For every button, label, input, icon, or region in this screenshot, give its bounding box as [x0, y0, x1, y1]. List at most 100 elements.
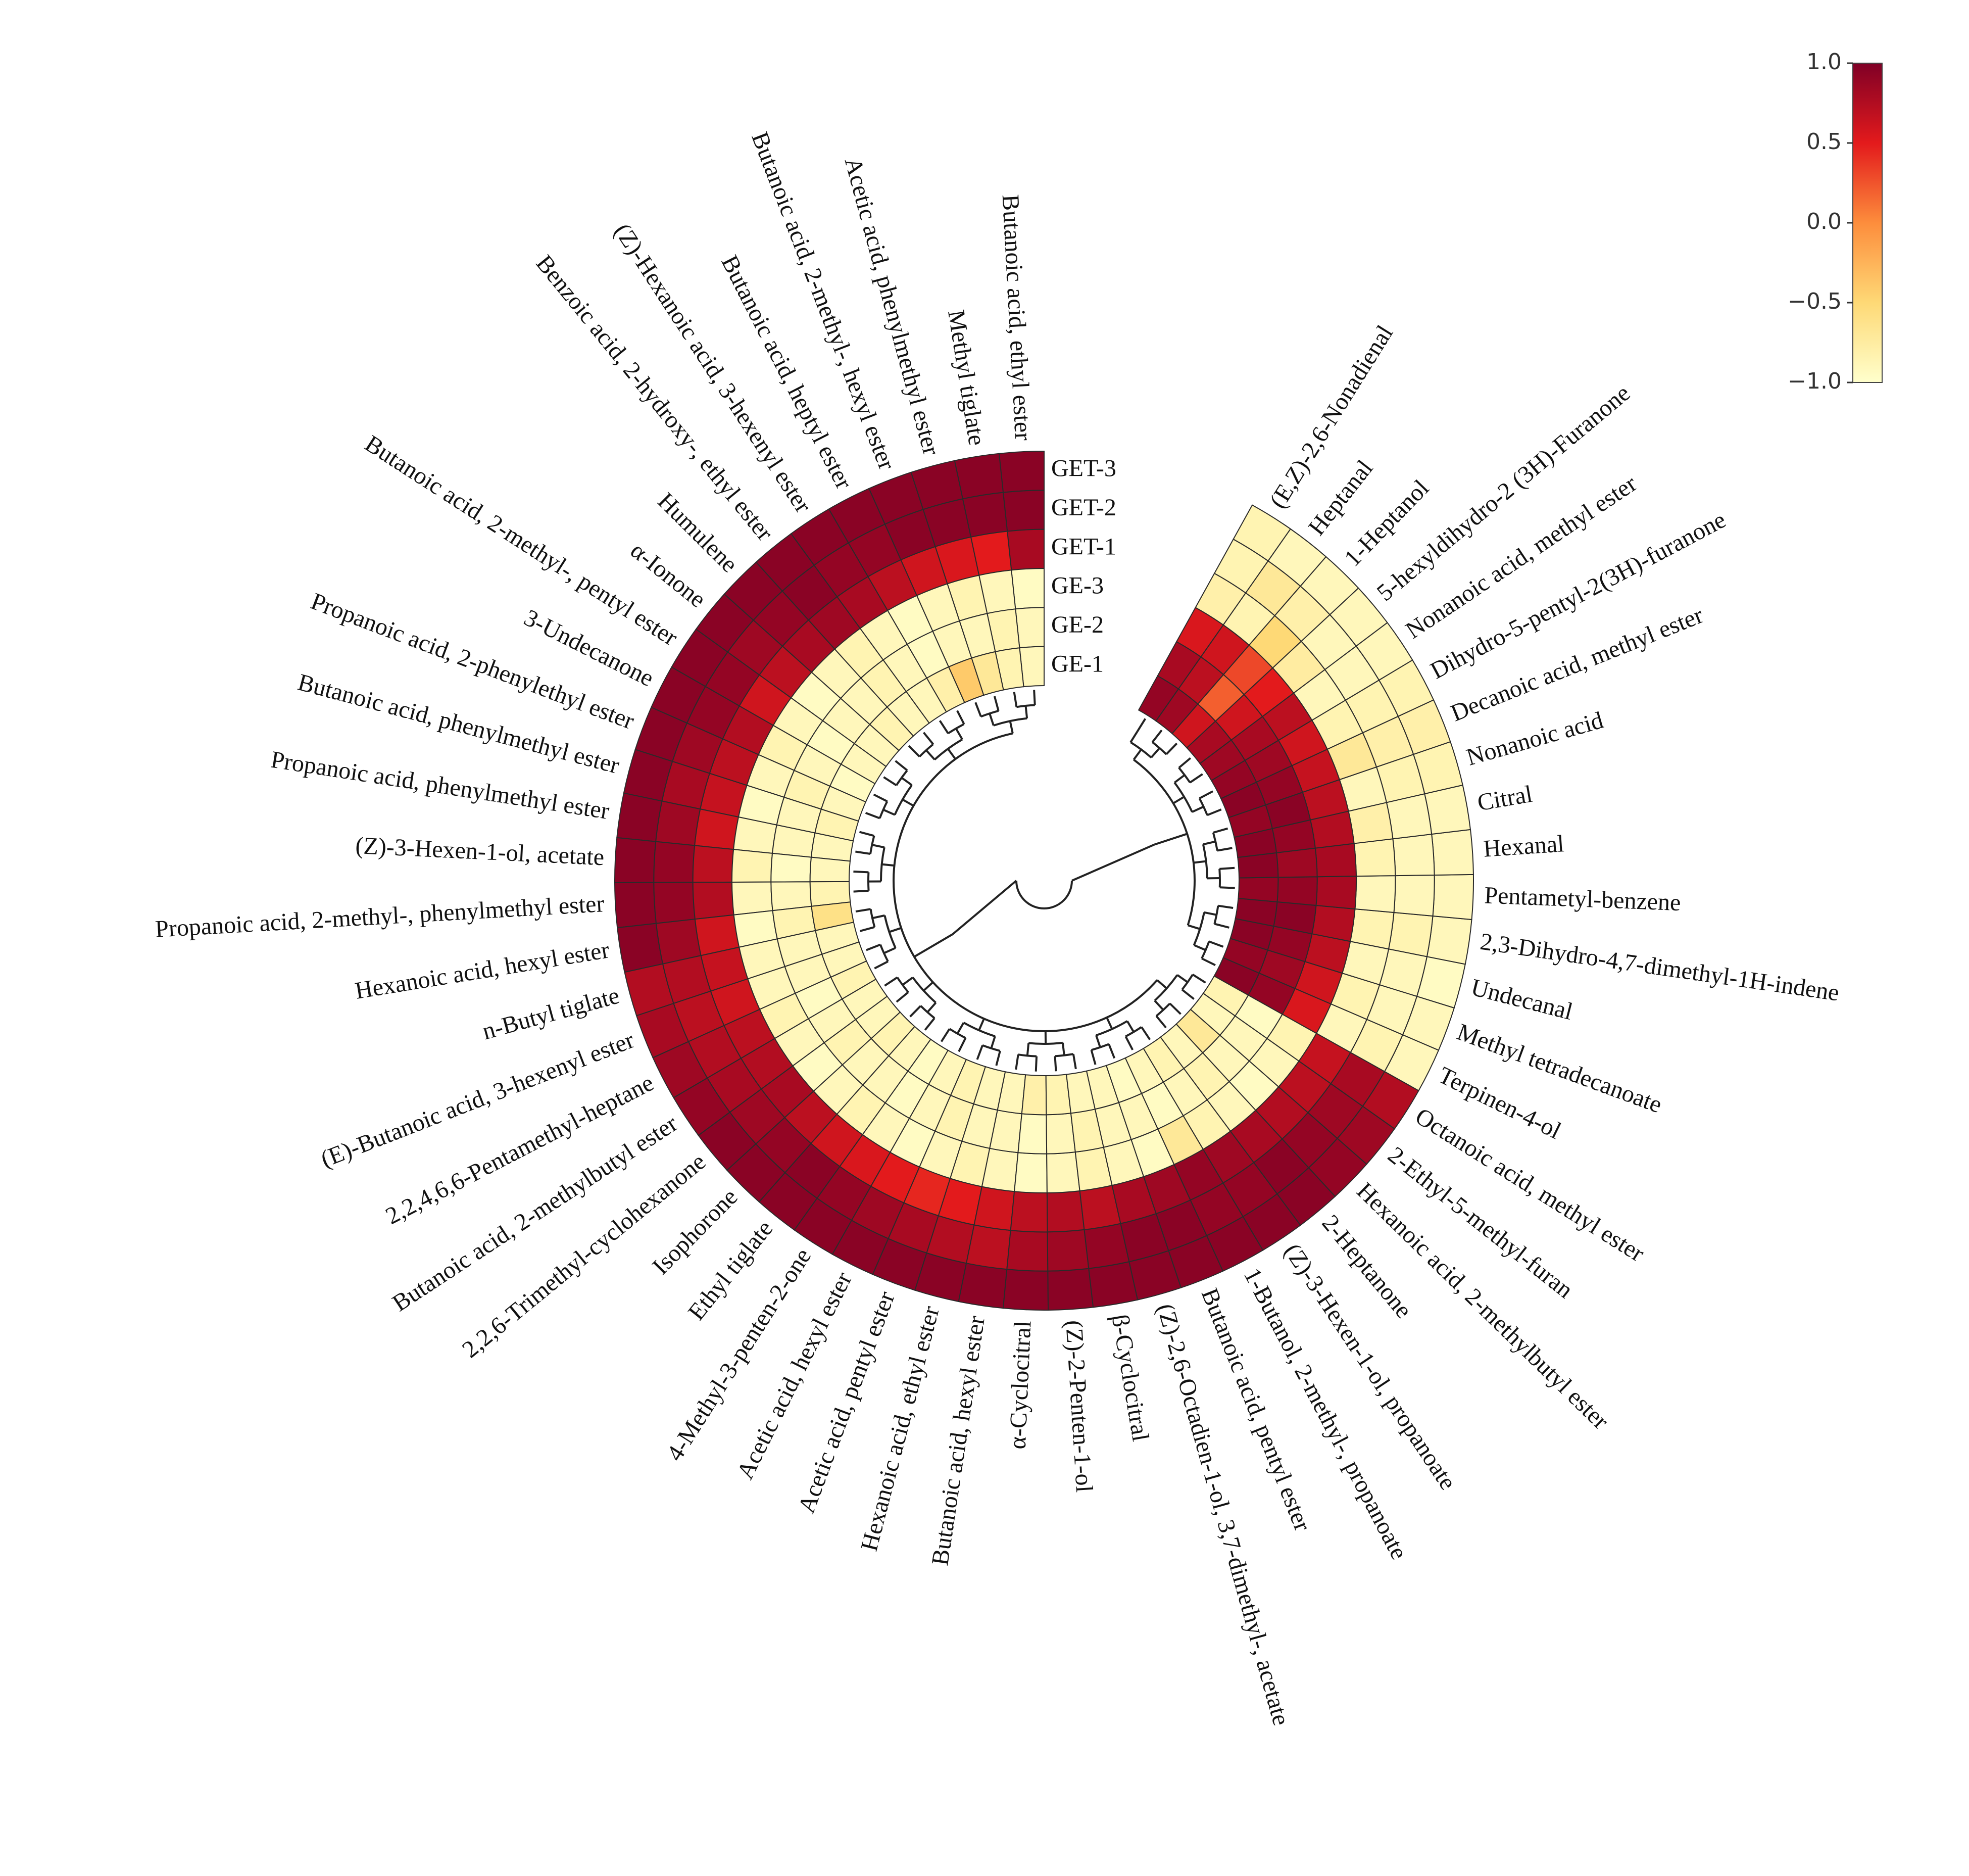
dendrogram-branch	[1107, 1018, 1112, 1029]
dendrogram-branch	[1096, 1035, 1100, 1047]
heatmap-cell	[1046, 1113, 1075, 1153]
heatmap-cell	[1238, 877, 1278, 902]
dendrogram-branch	[896, 761, 907, 771]
category-label: (Z)-3-Hexen-1-ol, acetate	[355, 832, 605, 871]
dendrogram-branch	[1016, 1054, 1018, 1070]
dendrogram-branch	[914, 934, 953, 956]
category-label: Nonanoic acid	[1463, 707, 1606, 771]
heatmap-cell	[966, 1225, 1011, 1269]
heatmap-cell	[1007, 530, 1044, 570]
heatmap-cell	[1047, 1152, 1079, 1193]
dendrogram-branch	[902, 778, 912, 785]
heatmap-cell	[615, 838, 656, 883]
dendrogram-branch	[1170, 1003, 1180, 1014]
heatmap-cell	[732, 849, 772, 882]
category-label: Citral	[1475, 781, 1535, 816]
heatmap-cell	[1011, 1191, 1048, 1232]
dendrogram-branch	[1177, 975, 1188, 982]
row-label: GET-1	[1051, 533, 1116, 560]
heatmap-cell	[999, 451, 1044, 493]
dendrogram-branch	[1156, 1016, 1166, 1028]
dendrogram-branch	[1220, 887, 1235, 888]
heatmap-cell	[1007, 1230, 1048, 1271]
dendrogram-branch	[926, 750, 935, 760]
dendrogram-branch	[1188, 925, 1200, 929]
dendrogram-branch	[924, 733, 933, 744]
dendrogram-branch	[872, 916, 884, 918]
dendrogram-branch	[1219, 868, 1235, 869]
colorbar	[1853, 63, 1882, 382]
heatmap-cell	[1389, 912, 1433, 956]
category-label: (Z)-2,6-Octadien-1-ol, 3,7-dimethyl-, ac…	[1152, 1301, 1295, 1728]
dendrogram-branch	[860, 927, 874, 931]
dendrogram-branch	[923, 982, 932, 991]
category-label: Undecanal	[1468, 974, 1576, 1025]
dendrogram-branch	[1174, 775, 1185, 783]
dendrogram-branch	[883, 810, 895, 815]
dendrogram-branch	[1134, 760, 1195, 926]
dendrogram-branch	[1207, 809, 1221, 815]
dendrogram-branch	[1194, 945, 1206, 950]
colorbar-tick-label: 0.5	[1806, 129, 1842, 155]
dendrogram-branch	[1173, 797, 1184, 803]
dendrogram-branch	[1125, 1036, 1133, 1050]
dendrogram-branch	[1055, 1056, 1056, 1071]
dendrogram-branch	[897, 992, 908, 1002]
dendrogram-branch	[884, 948, 896, 953]
heatmap-cell	[1355, 876, 1395, 912]
heatmap-cell	[654, 842, 695, 883]
dendrogram-branch	[855, 851, 870, 854]
category-label: Hexanal	[1483, 830, 1565, 862]
dendrogram-branch	[1214, 924, 1229, 928]
heatmap-cell	[693, 845, 733, 882]
dendrogram-branch	[1014, 692, 1017, 707]
dendrogram-branch	[975, 702, 981, 716]
dendrogram-branch	[1155, 834, 1188, 844]
heatmap-cell	[1048, 1230, 1089, 1271]
dendrogram-branch	[1179, 758, 1191, 767]
dendrogram-branch	[854, 891, 869, 892]
dendrogram-branch	[1166, 743, 1177, 754]
dendrogram-branch	[953, 881, 1016, 934]
heatmap-cell	[771, 882, 811, 910]
heatmap-cell	[1393, 834, 1434, 876]
heatmap-cell	[1277, 877, 1317, 905]
heatmap-cell	[810, 857, 850, 882]
dendrogram-branch	[909, 746, 919, 756]
dendrogram-branch	[957, 710, 964, 724]
row-label: GE-3	[1051, 572, 1104, 599]
dendrogram-branch	[859, 832, 874, 836]
dendrogram-branch	[1137, 718, 1145, 731]
heatmap-cell	[974, 1187, 1014, 1231]
heatmap-cell	[1350, 909, 1394, 949]
dendrogram-branch	[884, 977, 897, 986]
dendrogram-branch	[1217, 848, 1233, 850]
dendrogram-branch	[856, 909, 871, 911]
dendrogram-branch	[925, 1018, 934, 1030]
dendrogram-branch	[1193, 975, 1205, 983]
dendrogram-branch	[889, 928, 901, 932]
dendrogram-branch	[1203, 842, 1215, 845]
dendrogram-branch	[1127, 1021, 1134, 1032]
dendrogram-branch	[1182, 990, 1194, 999]
dendrogram-branch	[1036, 1056, 1037, 1072]
dendrogram-branch	[1204, 912, 1217, 915]
heatmap-cell	[1003, 1269, 1048, 1310]
dendrogram-branch	[1092, 1050, 1096, 1065]
dendrogram-branch	[1027, 1043, 1028, 1056]
dendrogram-branch	[948, 749, 956, 759]
heatmap-cell	[959, 1263, 1007, 1308]
colorbar-tick-label: 0.0	[1806, 209, 1842, 234]
heatmap-cell	[1315, 843, 1356, 877]
heatmap-cell	[1354, 839, 1396, 876]
dendrogram-branch	[1072, 844, 1155, 881]
heatmap-cell	[1048, 1269, 1093, 1310]
dendrogram-branch	[866, 945, 880, 950]
category-label: Butanoic acid, 2-methyl-, pentyl ester	[360, 430, 682, 651]
dendrogram-branch	[942, 1029, 950, 1041]
dendrogram-branch	[991, 1036, 995, 1048]
dendrogram-branch	[872, 845, 884, 847]
heatmap-cell	[1015, 607, 1044, 648]
